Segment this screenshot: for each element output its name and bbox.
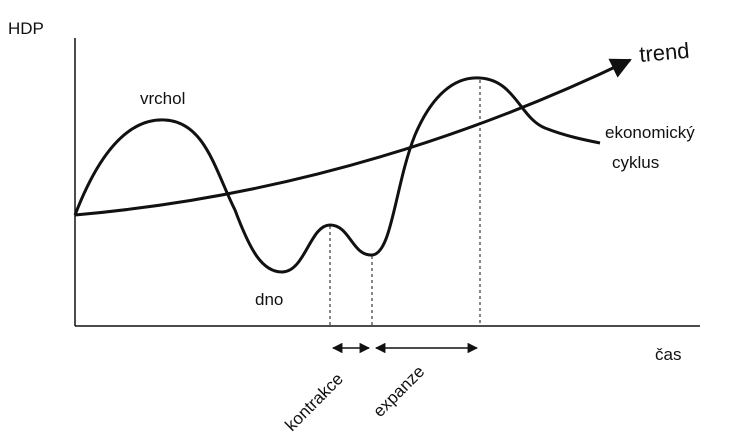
trend-line [74, 58, 632, 217]
trend-label: trend [638, 38, 690, 67]
x-axis-label: čas [655, 345, 681, 364]
trough-label: dno [255, 290, 283, 309]
phase-label: kontrakce [281, 369, 347, 435]
peak-label: vrchol [140, 89, 185, 108]
cycle-label: cyklus [612, 153, 659, 172]
y-axis-label: HDP [8, 19, 44, 38]
phase-label: expanze [369, 362, 428, 421]
cycle-curve [73, 76, 601, 274]
cycle-label: ekonomický [605, 123, 695, 142]
